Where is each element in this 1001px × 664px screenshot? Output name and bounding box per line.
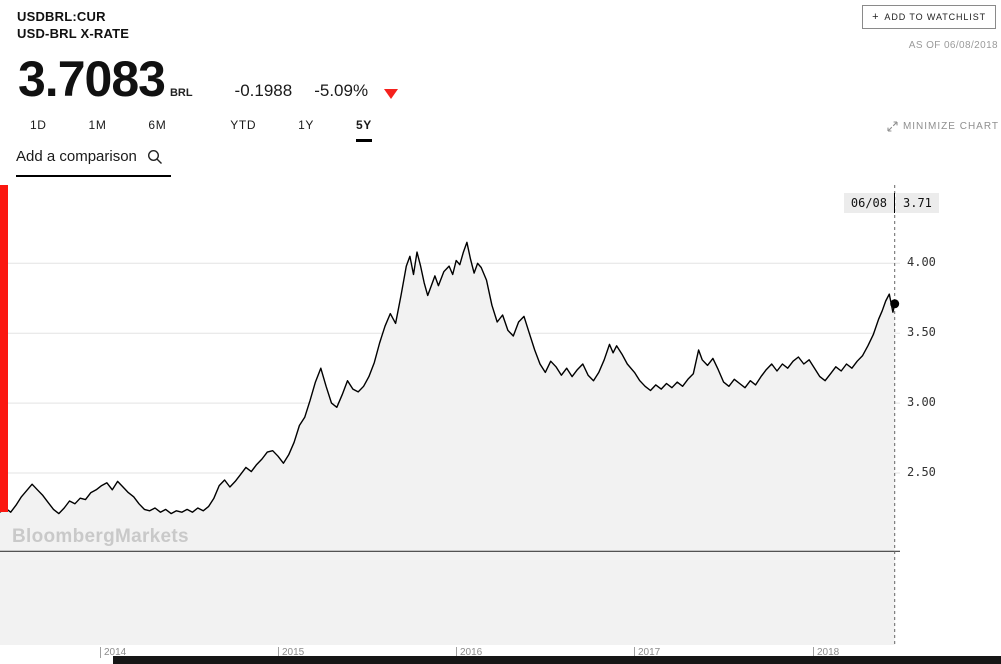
price-line — [0, 241, 896, 515]
minimize-chart-icon — [887, 121, 898, 132]
time-range-tabs: 1D 1M 6M YTD 1Y 5Y — [30, 118, 414, 142]
minimize-chart-label: MINIMIZE CHART — [902, 121, 999, 132]
tab-1m[interactable]: 1M — [88, 118, 107, 132]
red-accent-bar — [0, 185, 8, 512]
search-icon — [147, 149, 162, 164]
add-to-watchlist-button[interactable]: + ADD TO WATCHLIST — [862, 5, 996, 29]
comparison-placeholder: Add a comparison — [16, 148, 137, 165]
plus-icon: + — [872, 10, 880, 23]
x-axis-label: 2016 — [456, 647, 482, 658]
tab-1d[interactable]: 1D — [30, 118, 47, 132]
crosshair-price-label: 3.71 — [896, 193, 939, 213]
crosshair-date-label: 06/08 — [843, 193, 895, 213]
x-axis-label: 2015 — [278, 647, 304, 658]
y-axis-label: 2.50 — [907, 465, 936, 479]
ticker-symbol: USDBRL:CUR — [17, 9, 106, 24]
x-axis-label: 2018 — [813, 647, 839, 658]
security-header: USDBRL:CUR USD-BRL X-RATE — [17, 8, 129, 42]
price-change: -0.1988 — [234, 81, 293, 100]
bottom-bar — [113, 656, 1001, 664]
tab-6m[interactable]: 6M — [148, 118, 167, 132]
y-axis-label: 3.50 — [907, 325, 936, 339]
price-change-percent: -5.09% — [314, 81, 369, 100]
price-row: 3.7083 BRL -0.1988 -5.09% — [18, 50, 399, 108]
x-axis-label: 2014 — [100, 647, 126, 658]
as-of-date: AS OF 06/08/2018 — [908, 40, 998, 51]
security-name: USD-BRL X-RATE — [17, 26, 130, 41]
comparison-input[interactable]: Add a comparison — [16, 148, 171, 177]
price-area — [0, 242, 895, 645]
price-chart[interactable]: BloombergMarkets 4.00 3.50 3.00 2.50 2014 20… — [0, 185, 1001, 660]
tab-1y[interactable]: 1Y — [298, 118, 314, 132]
price-currency: BRL — [169, 87, 193, 99]
watermark: BloombergMarkets — [12, 526, 189, 547]
add-to-watchlist-label: ADD TO WATCHLIST — [884, 12, 986, 22]
y-axis-label: 4.00 — [907, 255, 936, 269]
last-price-dot — [890, 299, 900, 309]
tab-5y[interactable]: 5Y — [356, 118, 372, 142]
down-arrow-icon — [384, 89, 399, 99]
x-axis-label: 2017 — [634, 647, 660, 658]
minimize-chart-button[interactable]: MINIMIZE CHART — [887, 121, 999, 132]
y-axis-label: 3.00 — [907, 395, 936, 409]
plot-svg[interactable] — [0, 185, 1001, 645]
price-value: 3.7083 — [18, 51, 166, 107]
tab-ytd[interactable]: YTD — [230, 118, 257, 132]
